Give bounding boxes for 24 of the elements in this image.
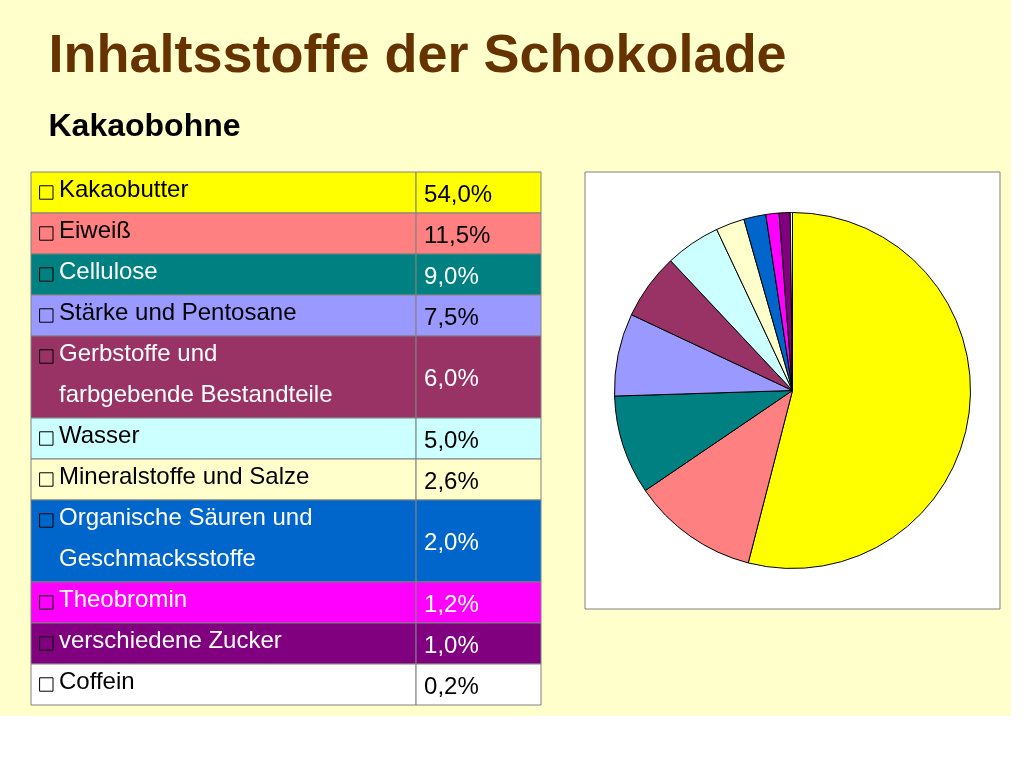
data-label: 2,0% bbox=[424, 528, 479, 555]
data-label: 6,0% bbox=[424, 364, 479, 391]
data-label: 1,2% bbox=[424, 589, 479, 617]
legend-label: Theobromin bbox=[59, 585, 188, 612]
legend-label: verschiedene Zucker bbox=[59, 626, 282, 653]
legend-label: Wasser bbox=[59, 421, 140, 448]
data-label: 5,0% bbox=[424, 425, 479, 453]
data-label: 9,0% bbox=[424, 261, 479, 289]
data-label: 1,0% bbox=[424, 630, 479, 658]
legend-label: Kakaobutter bbox=[59, 175, 189, 202]
legend-label: Organische Säuren und Geschmacksstoffe bbox=[59, 503, 313, 571]
data-label: 2,6% bbox=[424, 466, 479, 494]
legend-label: Gerbstoffe und farbgebende Bestandteile bbox=[59, 339, 333, 407]
legend-label: Coffein bbox=[59, 667, 135, 694]
data-label: 7,5% bbox=[424, 302, 479, 330]
legend-label: Eiweiß bbox=[59, 216, 132, 243]
legend-label: Stärke und Pentosane bbox=[59, 298, 297, 325]
data-label: 54,0% bbox=[424, 179, 493, 207]
data-label: 0,2% bbox=[424, 671, 479, 699]
chart-title: Inhaltsstoffe der Schokolade bbox=[48, 22, 787, 83]
legend-label: Mineralstoffe und Salze bbox=[59, 462, 310, 489]
data-label: 11,5% bbox=[424, 220, 491, 248]
chart-subtitle: Kakaobohne bbox=[48, 106, 241, 143]
legend-label: Cellulose bbox=[59, 257, 158, 284]
